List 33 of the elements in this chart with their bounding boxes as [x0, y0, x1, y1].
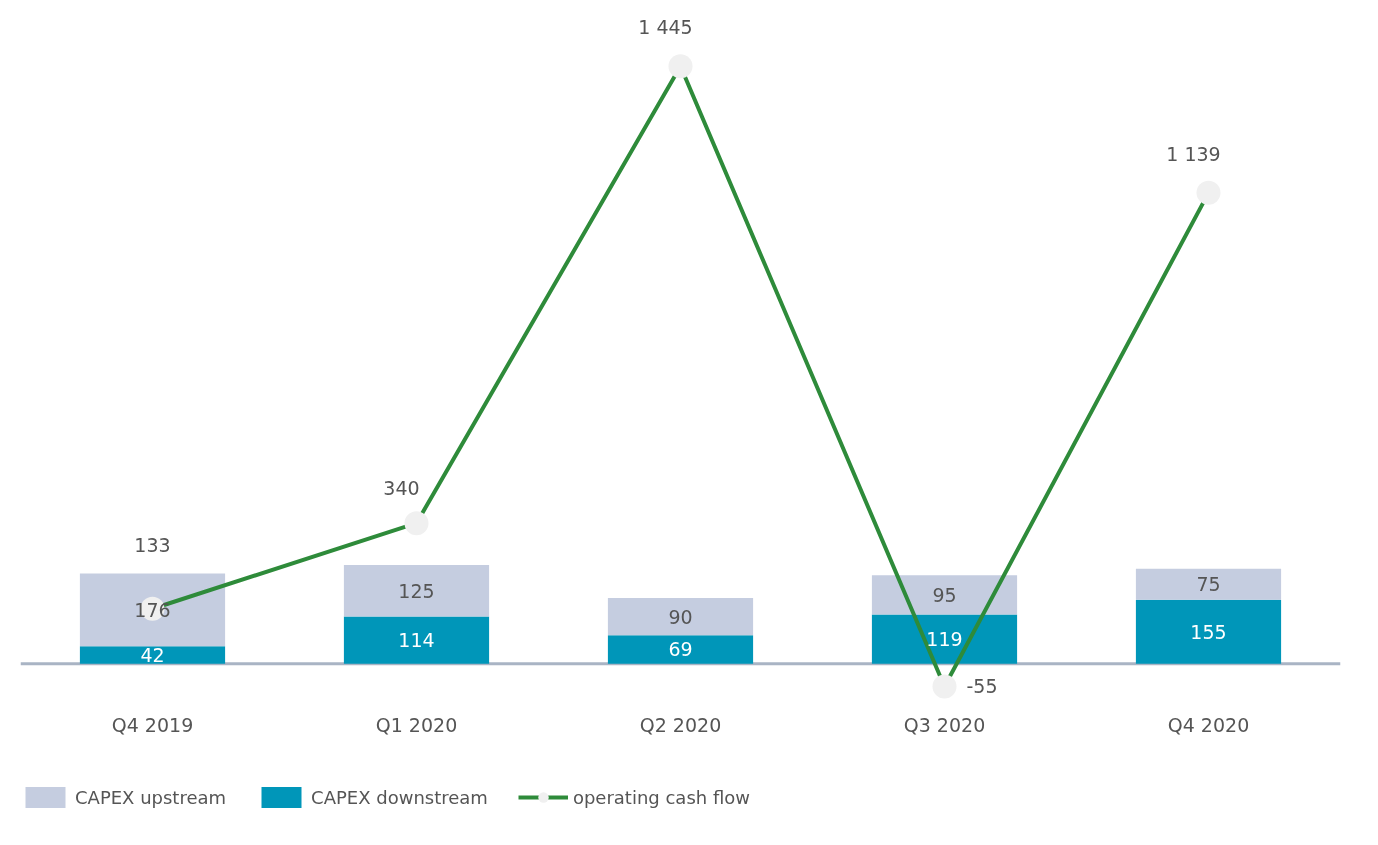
data-label: 75 — [1196, 573, 1221, 596]
data-label: 69 — [668, 638, 693, 661]
data-label: 133 — [134, 533, 171, 556]
bar — [871, 614, 1018, 664]
data-label: 119 — [926, 628, 963, 651]
bar — [607, 635, 754, 664]
bar — [607, 597, 754, 636]
bar — [1135, 599, 1282, 664]
data-label: 155 — [1190, 620, 1227, 643]
bar — [871, 575, 1018, 615]
legend-label: operating cash flow — [572, 786, 750, 808]
data-label: 114 — [398, 629, 435, 652]
data-label: 42 — [140, 644, 165, 667]
x-tick-label: Q2 2020 — [639, 713, 722, 736]
bar — [79, 573, 226, 647]
data-label: 176 — [134, 598, 171, 621]
bar — [343, 616, 490, 664]
data-label: 1 139 — [1166, 142, 1221, 165]
legend-label: CAPEX upstream — [75, 786, 227, 808]
data-label: -55 — [966, 675, 998, 698]
data-label: 1 445 — [638, 16, 693, 39]
data-label: 125 — [398, 579, 435, 602]
data-label: 90 — [668, 605, 693, 628]
bar — [79, 646, 226, 664]
x-tick-label: Q4 2020 — [1167, 713, 1250, 736]
data-label: 95 — [932, 583, 957, 606]
x-tick-label: Q1 2020 — [375, 713, 458, 736]
bar — [1135, 568, 1282, 600]
x-tick-label: Q4 2019 — [111, 713, 194, 736]
bar — [343, 564, 490, 617]
legend-label: CAPEX downstream — [311, 786, 488, 808]
data-label: 340 — [383, 477, 420, 500]
x-tick-label: Q3 2020 — [903, 713, 986, 736]
